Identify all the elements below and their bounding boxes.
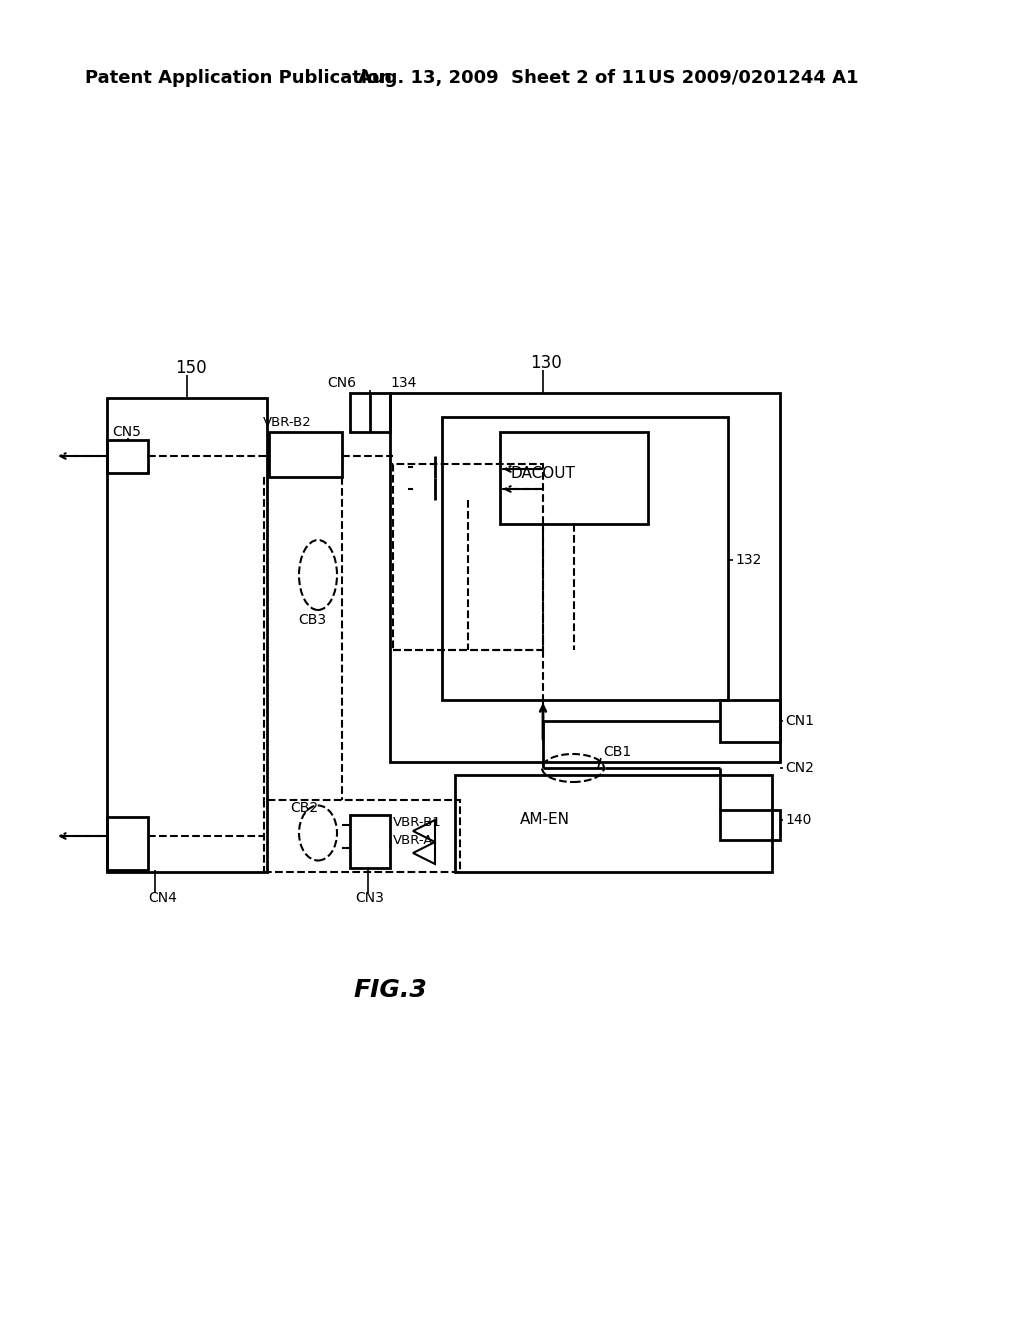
Text: AM-EN: AM-EN [520, 813, 570, 828]
Text: CN6: CN6 [327, 376, 356, 389]
Bar [106, 817, 148, 870]
Bar [500, 432, 648, 524]
Text: 134: 134 [390, 376, 417, 389]
Text: CN4: CN4 [148, 891, 177, 906]
Text: VBR-A: VBR-A [393, 833, 433, 846]
Bar [264, 800, 460, 873]
Text: VBR-B2: VBR-B2 [263, 416, 311, 429]
Bar [106, 440, 148, 473]
Bar [393, 465, 543, 649]
Text: FIG.3: FIG.3 [353, 978, 427, 1002]
Text: 132: 132 [735, 553, 762, 568]
Bar [390, 393, 780, 762]
Bar [106, 399, 267, 873]
Bar [442, 417, 728, 700]
Text: 140: 140 [785, 813, 811, 828]
Text: CB3: CB3 [298, 612, 326, 627]
Text: 150: 150 [175, 359, 207, 378]
Text: Patent Application Publication: Patent Application Publication [85, 69, 392, 87]
Text: Aug. 13, 2009  Sheet 2 of 11: Aug. 13, 2009 Sheet 2 of 11 [358, 69, 646, 87]
Text: VBR-B1: VBR-B1 [393, 816, 441, 829]
Text: 130: 130 [530, 354, 562, 372]
Text: CB1: CB1 [603, 744, 631, 759]
Text: CN3: CN3 [355, 891, 384, 906]
Bar [350, 393, 390, 432]
Text: CN1: CN1 [785, 714, 814, 729]
Bar [269, 432, 342, 477]
Bar [720, 810, 780, 840]
Text: CB2: CB2 [290, 801, 318, 814]
Bar [720, 700, 780, 742]
Text: CN2: CN2 [785, 762, 814, 775]
Bar [455, 775, 772, 873]
Text: CN5: CN5 [112, 425, 141, 440]
Text: US 2009/0201244 A1: US 2009/0201244 A1 [648, 69, 858, 87]
Bar [350, 814, 390, 869]
Text: DACOUT: DACOUT [510, 466, 574, 482]
